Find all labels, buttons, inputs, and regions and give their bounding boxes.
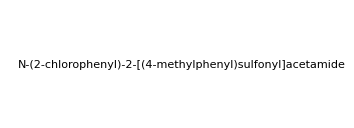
Text: N-(2-chlorophenyl)-2-[(4-methylphenyl)sulfonyl]acetamide: N-(2-chlorophenyl)-2-[(4-methylphenyl)su… xyxy=(17,60,346,70)
